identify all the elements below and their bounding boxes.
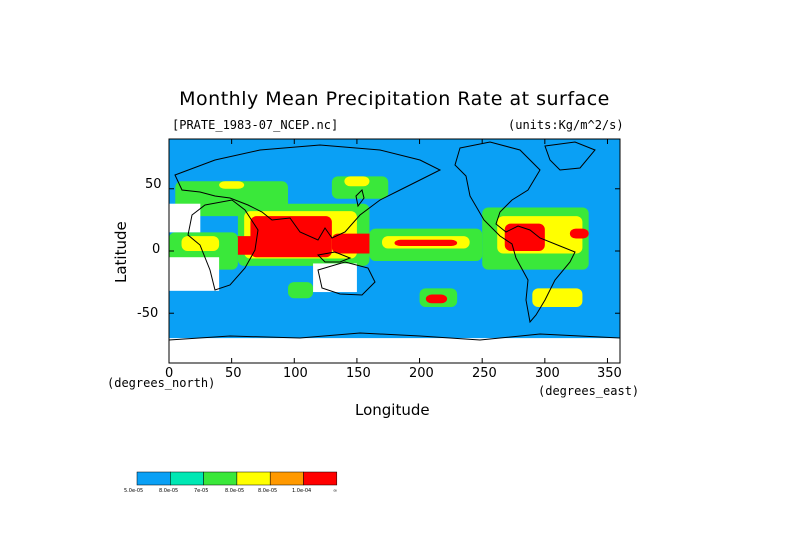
precip-region [250,216,332,258]
y-unit-label: (degrees_north) [107,376,216,390]
x-tick-label: 300 [535,366,560,381]
x-axis-title: Longitude [355,401,430,419]
y-axis-title: Latitude [112,221,130,283]
precip-region [219,181,245,189]
no-data-region [313,263,357,293]
legend-label: 8.0e-05 [225,488,245,494]
coastline-africa [187,199,259,291]
x-tick-label: 350 [597,366,622,381]
legend-swatch [269,471,304,486]
x-tick-label: 200 [409,366,434,381]
coastline-americas [454,141,576,324]
legend-label: 7e-05 [194,488,209,494]
coastline-australia [317,261,376,296]
no-data-region [169,338,620,363]
legend-swatch [170,471,204,486]
y-tick-label: -50 [137,306,159,321]
precip-region [344,176,370,187]
source-file-label: [PRATE_1983-07_NCEP.nc] [172,118,339,132]
x-tick-label: 50 [225,366,242,381]
legend-swatch [136,471,171,486]
legend-swatch [203,471,238,486]
x-tick-label: 0 [165,366,174,381]
coastline-antarctica [169,332,620,341]
precip-region [569,228,589,239]
precip-region [394,239,458,247]
x-tick-label: 150 [346,366,371,381]
no-data-region [169,257,220,291]
x-tick-label: 250 [472,366,497,381]
chart-title: Monthly Mean Precipitation Rate at surfa… [179,88,610,110]
coastline-eurasia [174,144,442,241]
units-label: (units:Kg/m^2/s) [508,118,624,132]
x-tick-label: 100 [283,366,308,381]
legend-label: 8.0e-05 [159,488,179,494]
coastline-indonesia [316,251,352,263]
legend-label: 8.0e-05 [258,488,278,494]
precip-region [532,288,583,307]
y-tick-label: 0 [152,242,161,257]
precip-region [504,223,545,251]
x-unit-label: (degrees_east) [538,384,640,398]
precip-region [181,236,220,251]
legend-label: ∞ [333,488,338,494]
y-tick-label: 50 [145,177,162,192]
legend-swatch [236,471,271,486]
legend-label: 1.0e-04 [292,488,312,494]
legend-swatch [303,471,338,486]
precip-region [425,294,448,304]
no-data-region [169,203,201,233]
legend-label: 5.0e-05 [124,488,144,494]
coastline-greenland [544,141,596,171]
precip-region [288,282,314,299]
coastline-japan [355,189,365,208]
